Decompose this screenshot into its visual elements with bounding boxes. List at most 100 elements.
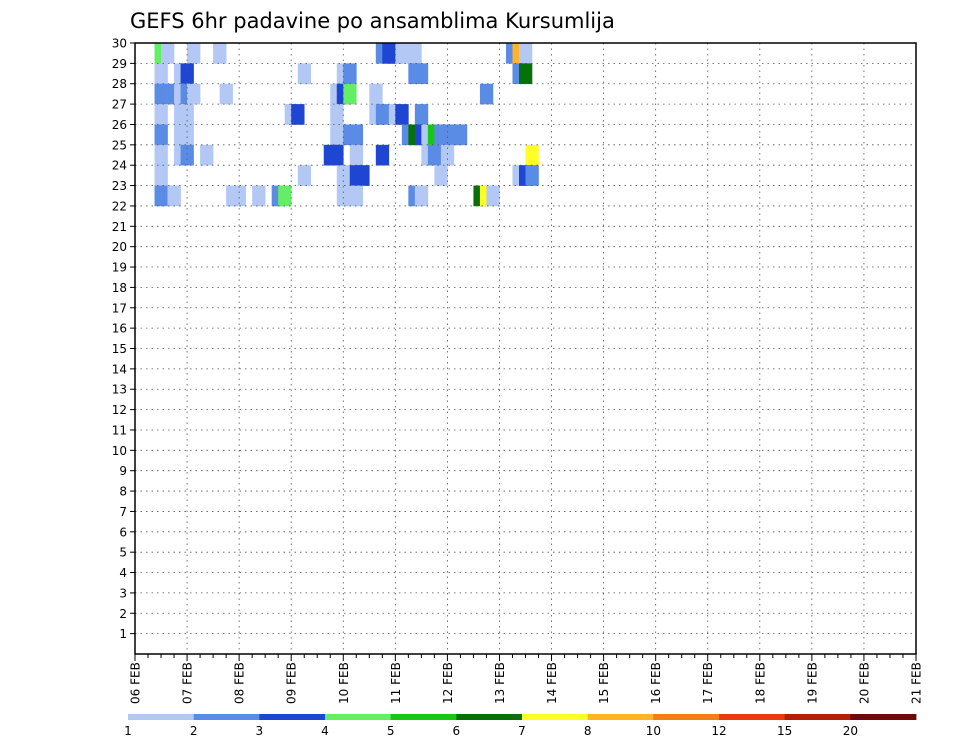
legend-label: 12 xyxy=(711,724,726,738)
heatmap-cell xyxy=(356,165,370,186)
y-tick-label: 21 xyxy=(112,220,127,234)
heatmap-cell xyxy=(154,185,168,207)
heatmap-cell xyxy=(330,104,344,125)
heatmap-cell xyxy=(154,104,168,125)
y-tick-label: 17 xyxy=(112,301,127,315)
y-tick-label: 22 xyxy=(112,199,127,213)
x-tick-label: 11 FEB xyxy=(389,662,403,704)
grid-lines xyxy=(135,43,916,654)
y-tick-label: 9 xyxy=(119,464,127,478)
legend-label: 5 xyxy=(387,724,395,738)
heatmap-cell xyxy=(154,165,168,186)
legend-swatch xyxy=(325,714,392,720)
x-tick-label: 13 FEB xyxy=(493,662,507,704)
heatmap-cell xyxy=(297,63,312,85)
heatmap-cell xyxy=(180,104,194,125)
legend-swatch xyxy=(784,714,851,720)
heatmap-cell xyxy=(278,185,292,207)
legend-swatch xyxy=(522,714,589,720)
y-tick-label: 27 xyxy=(112,98,127,112)
heatmap-cell xyxy=(167,185,181,207)
legend-swatch xyxy=(390,714,457,720)
heatmap-cell xyxy=(395,104,409,125)
x-tick-label: 19 FEB xyxy=(805,662,819,704)
heatmap-cell xyxy=(434,165,448,186)
y-tick-label: 20 xyxy=(112,240,127,254)
legend-label: 2 xyxy=(190,724,198,738)
y-tick-label: 18 xyxy=(112,281,127,295)
heatmap-cell xyxy=(180,63,194,85)
y-tick-label: 16 xyxy=(112,322,127,336)
legend-label: 8 xyxy=(584,724,592,738)
heatmap-cell xyxy=(479,83,494,105)
y-tick-label: 15 xyxy=(112,342,127,356)
x-tick-label: 14 FEB xyxy=(545,662,559,704)
heatmap-cell xyxy=(525,165,539,186)
legend-swatch xyxy=(193,714,260,720)
heatmap-cell xyxy=(291,104,305,125)
heatmap-cell xyxy=(154,144,168,166)
y-tick-label: 4 xyxy=(119,566,127,580)
y-tick-label: 12 xyxy=(112,403,127,417)
heatmap-cell xyxy=(375,104,390,125)
heatmap-cell xyxy=(161,43,175,64)
heatmap-cell xyxy=(453,124,468,146)
heatmap-cell xyxy=(180,124,194,146)
legend-label: 3 xyxy=(256,724,264,738)
x-tick-label: 17 FEB xyxy=(701,662,715,704)
y-tick-label: 10 xyxy=(112,444,127,458)
y-axis: 1234567891011121314151617181920212223242… xyxy=(112,37,135,641)
legend-label: 10 xyxy=(646,724,661,738)
heatmap-cell xyxy=(349,144,364,166)
x-tick-label: 08 FEB xyxy=(233,662,247,704)
y-tick-label: 23 xyxy=(112,179,127,193)
heatmap-cell xyxy=(525,144,539,166)
legend-label: 6 xyxy=(453,724,461,738)
y-tick-label: 28 xyxy=(112,77,127,91)
heatmap-cell xyxy=(180,144,194,166)
y-tick-label: 25 xyxy=(112,138,127,152)
color-legend: 1 2 3 4 5 6 7 8 10 12 15 20 xyxy=(124,714,917,738)
heatmap-cell xyxy=(330,144,344,166)
x-tick-label: 16 FEB xyxy=(649,662,663,704)
legend-swatch xyxy=(456,714,523,720)
heatmap-cell xyxy=(154,63,168,85)
heatmap-cell xyxy=(200,144,214,166)
legend-swatch xyxy=(587,714,654,720)
heatmap-cell xyxy=(187,43,201,64)
x-axis: 06 FEB 07 FEB 08 FEB 09 FEB 10 FEB 11 FEB 12 F… xyxy=(129,654,924,704)
y-tick-label: 30 xyxy=(112,37,127,51)
y-tick-label: 13 xyxy=(112,383,127,397)
legend-swatch xyxy=(128,714,195,720)
y-tick-label: 26 xyxy=(112,118,127,132)
x-tick-label: 09 FEB xyxy=(285,662,299,704)
y-tick-label: 3 xyxy=(119,586,127,600)
heatmap-cell xyxy=(219,83,233,105)
heatmap-cell xyxy=(486,185,500,207)
heatmap-cell xyxy=(414,185,429,207)
heatmap-cell xyxy=(375,144,390,166)
heatmap-cell xyxy=(154,124,168,146)
x-tick-label: 18 FEB xyxy=(753,662,767,704)
x-tick-label: 07 FEB xyxy=(181,662,195,704)
heatmap-cell xyxy=(213,43,227,64)
y-tick-label: 6 xyxy=(119,525,127,539)
legend-label: 7 xyxy=(518,724,526,738)
x-tick-label: 12 FEB xyxy=(441,662,455,704)
heatmap-cell xyxy=(343,83,357,105)
legend-label: 15 xyxy=(777,724,792,738)
y-tick-label: 24 xyxy=(112,159,127,173)
x-tick-label: 20 FEB xyxy=(857,662,871,704)
y-tick-label: 7 xyxy=(119,505,127,519)
heatmap-cell xyxy=(297,165,312,186)
legend-label: 20 xyxy=(843,724,858,738)
heatmap-cell xyxy=(336,185,351,207)
chart-title: GEFS 6hr padavine po ansamblima Kursumli… xyxy=(130,9,615,33)
x-tick-label: 06 FEB xyxy=(129,662,143,704)
heatmap-cell xyxy=(330,124,344,146)
legend-swatch xyxy=(653,714,720,720)
heatmap-cells xyxy=(154,43,539,207)
y-tick-label: 8 xyxy=(119,485,127,499)
heatmap-cell xyxy=(440,144,455,166)
